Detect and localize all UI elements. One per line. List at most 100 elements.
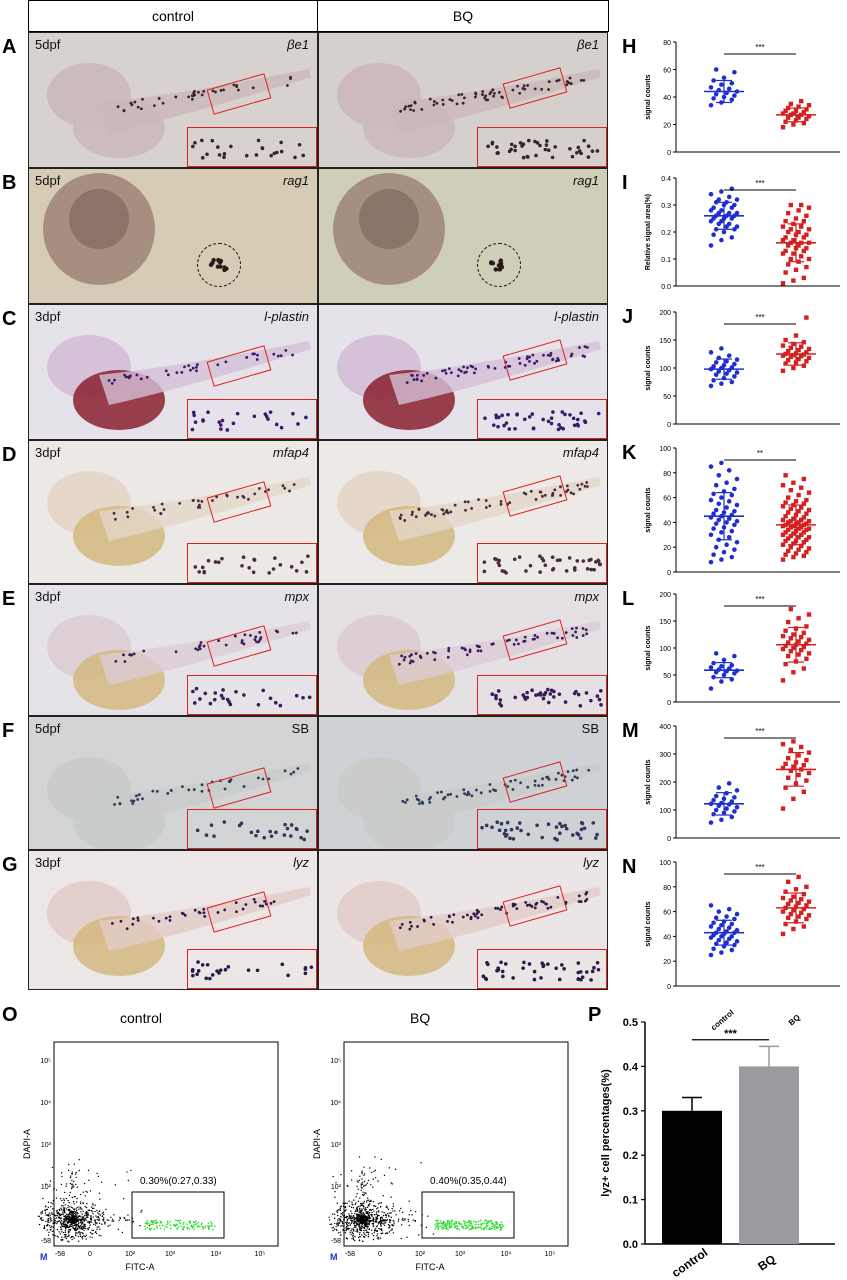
stain-dot (499, 499, 503, 503)
gated-cell (214, 1225, 216, 1227)
treatment-point (801, 644, 806, 650)
treatment-point (791, 554, 796, 560)
cell-event (64, 1223, 66, 1226)
stain-dot (258, 638, 262, 641)
y-tick-label: 50 (663, 394, 671, 401)
cell-event (99, 1228, 101, 1230)
cell-event (95, 1222, 97, 1224)
cell-event (368, 1213, 370, 1215)
cell-event (109, 1224, 111, 1227)
gated-cell (444, 1227, 447, 1230)
treatment-point (801, 501, 806, 506)
micrograph-c-treat: l-plastin (318, 304, 608, 440)
cell-event (64, 1229, 67, 1232)
stain-dot (433, 514, 437, 518)
cell-event (58, 1213, 60, 1215)
cell-event (90, 1210, 93, 1212)
stain-dot (198, 506, 202, 509)
control-point (729, 921, 735, 927)
stain-dot (484, 506, 488, 509)
cell-event (63, 1199, 66, 1202)
cell-event (352, 1207, 355, 1209)
panel-label-i: I (622, 172, 628, 194)
cell-event (56, 1210, 58, 1213)
y-axis-label: signal counts (645, 74, 652, 119)
x-axis-label: FITC-A (416, 1262, 445, 1272)
gated-cell (437, 1227, 440, 1229)
treatment-point (780, 895, 786, 901)
control-point (716, 937, 722, 943)
treatment-point (801, 275, 806, 281)
inset-dot (582, 826, 587, 831)
cell-event (360, 1214, 362, 1217)
gated-cell (197, 1221, 200, 1224)
control-point (726, 194, 732, 200)
cell-event (339, 1218, 342, 1220)
treatment-point (780, 517, 786, 523)
cell-event (91, 1229, 93, 1232)
cell-event (370, 1200, 372, 1202)
stain-dot (448, 98, 452, 101)
panel-label-p: P (588, 1004, 602, 1026)
cell-event (340, 1216, 342, 1218)
inset-dot (515, 826, 520, 830)
gated-cell (161, 1224, 164, 1227)
tail-shape (389, 887, 601, 951)
cell-event (54, 1222, 56, 1225)
inset-dot (586, 144, 591, 149)
cell-event (342, 1202, 344, 1205)
stain-dot (196, 648, 200, 652)
cell-event (65, 1183, 68, 1185)
control-point (713, 67, 719, 72)
cell-event (375, 1230, 377, 1232)
cell-event (374, 1176, 377, 1179)
inset-zoom (187, 675, 317, 715)
stain-dot (292, 483, 296, 486)
cell-event (60, 1172, 63, 1174)
stain-dot (243, 633, 247, 637)
cell-event (408, 1200, 410, 1202)
control-point (734, 927, 740, 933)
treatment-point (806, 750, 812, 755)
cell-event (352, 1222, 355, 1225)
treatment-point (796, 509, 801, 514)
stain-dot (465, 653, 469, 657)
stain-dot (253, 352, 256, 356)
cell-event (362, 1215, 365, 1217)
treatment-point (780, 251, 786, 256)
inset-dot (564, 826, 569, 831)
cell-event (360, 1189, 362, 1191)
cell-event (94, 1224, 97, 1226)
stain-dot (506, 785, 510, 788)
gene-label: lyz (293, 855, 309, 870)
treatment-point (806, 114, 812, 119)
cell-event (365, 1201, 368, 1203)
cell-event (372, 1178, 375, 1180)
cell-event (363, 1217, 366, 1219)
tail-shape (389, 69, 601, 133)
x-tick-label: 10² (125, 1251, 136, 1258)
stain-dot (559, 493, 562, 497)
cell-event (49, 1214, 51, 1216)
control-point (708, 532, 714, 538)
stain-dot (122, 109, 126, 113)
treatment-point (801, 109, 806, 115)
control-point (711, 364, 716, 369)
treatment-point (786, 357, 791, 363)
cell-event (75, 1211, 77, 1213)
stain-dot (506, 364, 510, 368)
cell-event (60, 1223, 62, 1225)
cell-event (67, 1226, 70, 1228)
gated-cell (440, 1222, 443, 1225)
cell-event (57, 1213, 59, 1215)
cell-event (346, 1216, 349, 1218)
cell-event (364, 1219, 367, 1221)
gated-cell (439, 1225, 441, 1228)
stain-dot (533, 779, 537, 783)
gated-cell (202, 1228, 204, 1230)
cell-event (328, 1219, 331, 1221)
gate-percentage: 0.40%(0.35,0.44) (430, 1176, 507, 1187)
stain-dot (422, 919, 426, 923)
cell-event (84, 1225, 86, 1227)
treatment-point (788, 768, 793, 773)
